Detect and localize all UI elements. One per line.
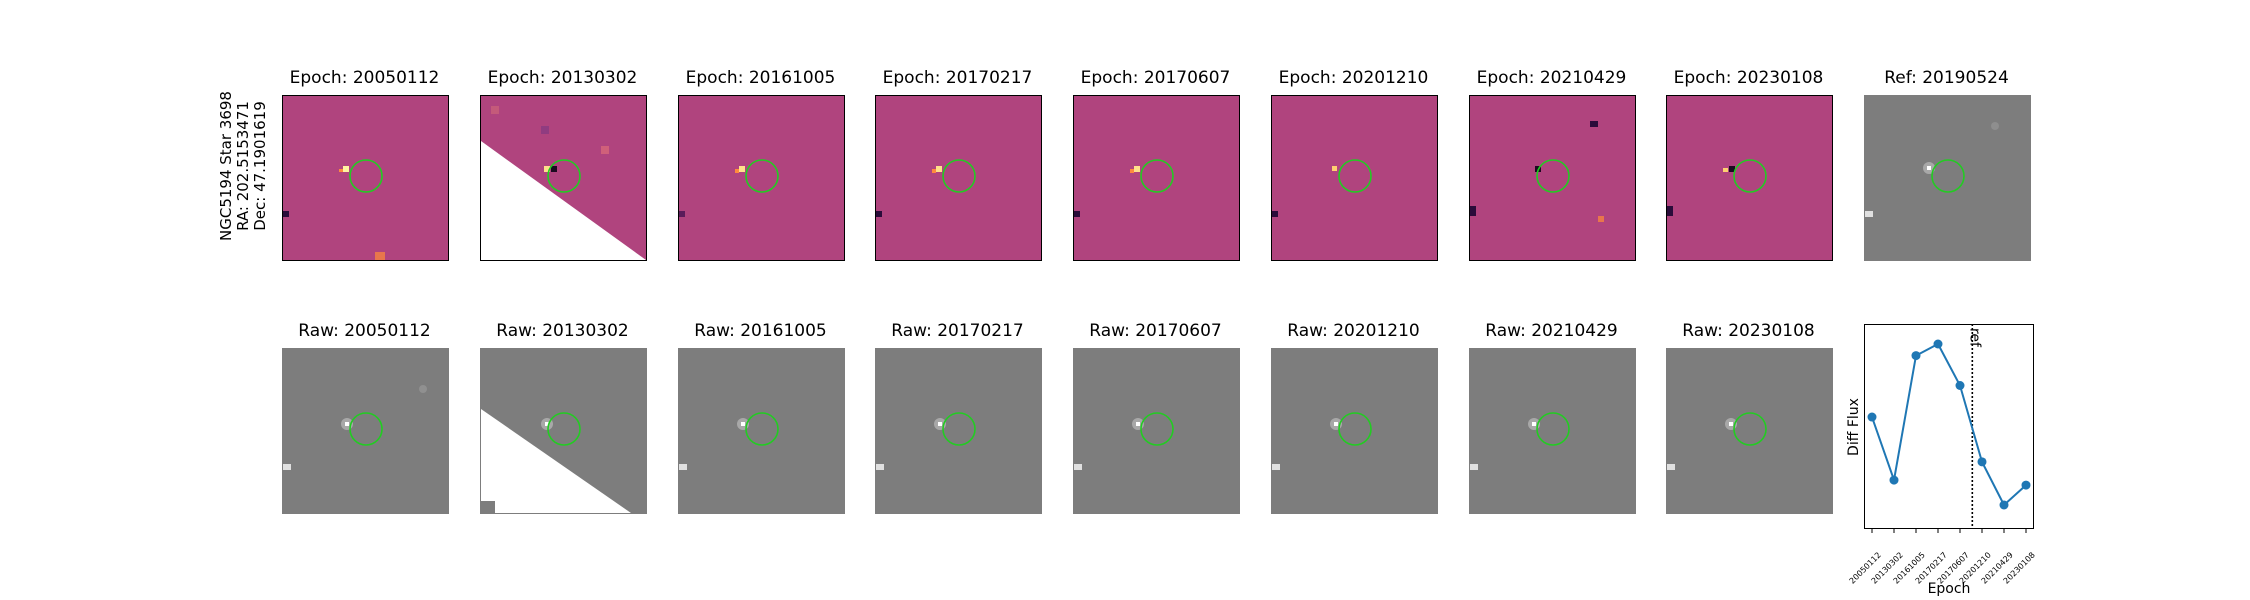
y-axis-label: Diff Flux <box>1846 397 1862 456</box>
diff-image-7 <box>1469 95 1636 261</box>
panel-title-raw-2: Raw: 20130302 <box>496 321 629 341</box>
panel-title-diff-8: Epoch: 20230108 <box>1673 68 1824 88</box>
light-curve-chart: ref <box>1864 324 2034 539</box>
x-axis-label: Epoch <box>1927 581 1971 597</box>
panel-title-raw-4: Raw: 20170217 <box>891 321 1024 341</box>
diff-flux-point <box>1955 380 1965 390</box>
diff-image-3 <box>678 95 845 261</box>
panel-title-raw-5: Raw: 20170607 <box>1089 321 1222 341</box>
raw-image-3 <box>678 348 845 514</box>
diff-flux-line <box>1871 342 2027 507</box>
ref-line-label: ref <box>1966 328 1982 348</box>
raw-image-7 <box>1469 348 1636 514</box>
raw-image-6 <box>1271 348 1438 514</box>
diff-image-4 <box>875 95 1042 261</box>
diff-flux-point <box>1999 500 2009 510</box>
panel-title-raw-3: Raw: 20161005 <box>694 321 827 341</box>
diff-image-8 <box>1666 95 1833 261</box>
target-name: NGC5194 Star 3698 <box>217 91 235 241</box>
target-dec: Dec: 47.1901619 <box>251 101 269 231</box>
panel-title-diff-7: Epoch: 20210429 <box>1476 68 1627 88</box>
panel-title-diff-1: Epoch: 20050112 <box>289 68 440 88</box>
raw-image-8 <box>1666 348 1833 514</box>
panel-title-diff-5: Epoch: 20170607 <box>1080 68 1231 88</box>
diff-flux-point <box>1867 412 1877 422</box>
raw-image-5 <box>1073 348 1240 514</box>
panel-title-raw-6: Raw: 20201210 <box>1287 321 1420 341</box>
diff-image-5 <box>1073 95 1240 261</box>
panel-title-raw-7: Raw: 20210429 <box>1485 321 1618 341</box>
diff-image-6 <box>1271 95 1438 261</box>
target-ra: RA: 202.5153471 <box>234 101 252 231</box>
diff-image-2 <box>480 95 647 261</box>
chart-frame <box>1864 324 2034 529</box>
target-label: NGC5194 Star 3698 RA: 202.5153471 Dec: 4… <box>217 66 269 266</box>
raw-image-4 <box>875 348 1042 514</box>
panel-title-raw-1: Raw: 20050112 <box>298 321 431 341</box>
raw-image-1 <box>282 348 449 514</box>
diff-flux-point <box>1889 475 1899 485</box>
diff-flux-point <box>1933 339 1943 349</box>
diff-flux-point <box>1911 351 1921 361</box>
panel-title-ref: Ref: 20190524 <box>1884 68 2009 88</box>
diff-flux-point <box>2021 480 2031 490</box>
panel-title-diff-6: Epoch: 20201210 <box>1278 68 1429 88</box>
panel-title-raw-8: Raw: 20230108 <box>1682 321 1815 341</box>
raw-image-2 <box>480 348 647 514</box>
reference-image <box>1864 95 2031 261</box>
diff-flux-point <box>1977 457 1987 467</box>
panel-title-diff-3: Epoch: 20161005 <box>685 68 836 88</box>
diff-image-1 <box>282 95 449 261</box>
panel-title-diff-4: Epoch: 20170217 <box>882 68 1033 88</box>
panel-title-diff-2: Epoch: 20130302 <box>487 68 638 88</box>
